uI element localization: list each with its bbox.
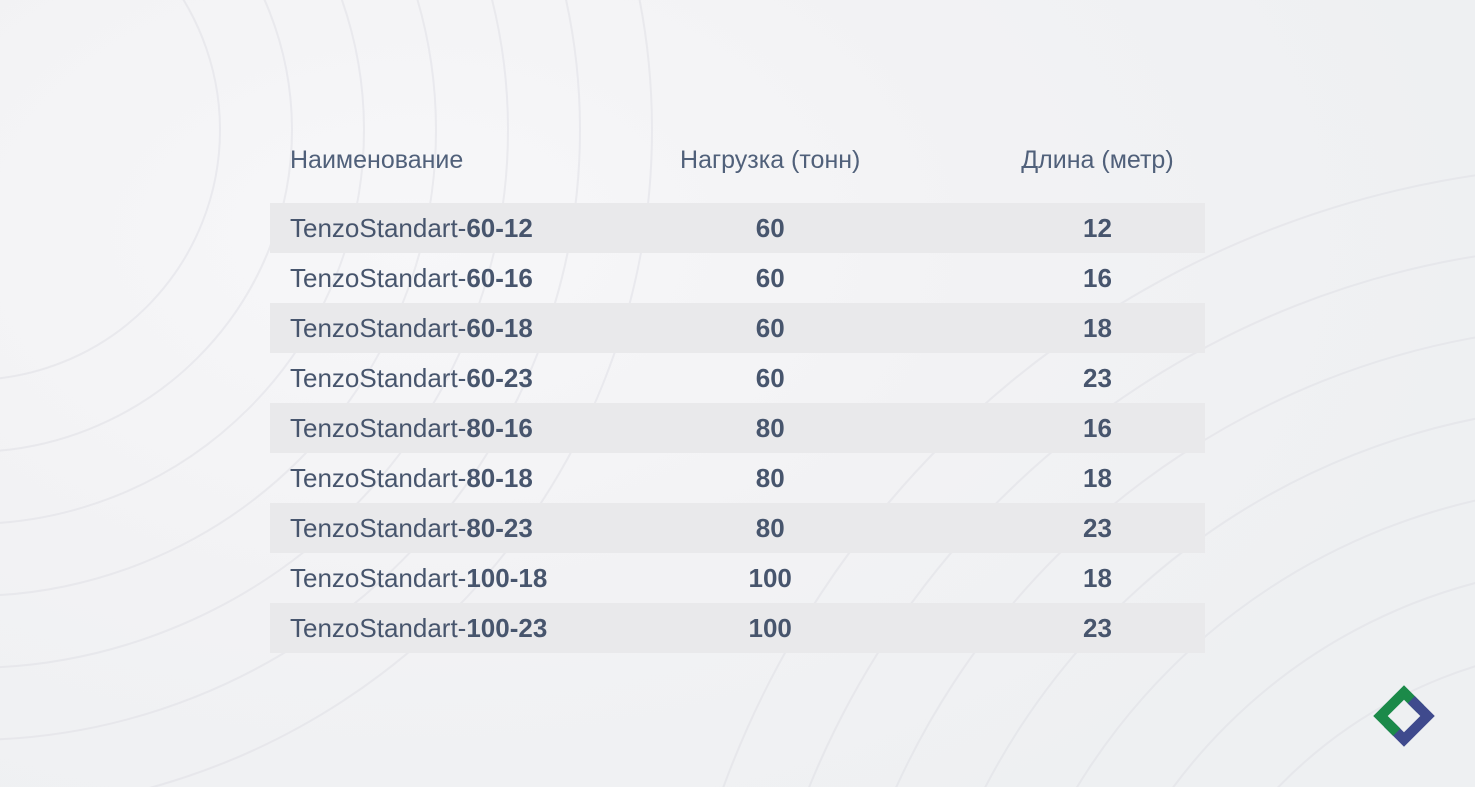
product-name-code: 80-16 — [466, 412, 533, 443]
length-value: 16 — [1083, 262, 1112, 293]
product-name-prefix: TenzoStandart- — [290, 562, 467, 593]
load-value: 60 — [755, 312, 785, 343]
length-value: 23 — [1083, 512, 1112, 543]
interlocked-chain-logo-icon — [1373, 685, 1435, 747]
product-name: TenzoStandart-80-23 — [270, 513, 551, 544]
length-value: 18 — [1083, 562, 1112, 593]
header-load: Нагрузка (тонн) — [680, 145, 861, 174]
product-name-code: 100-23 — [466, 612, 548, 643]
product-name: TenzoStandart-60-18 — [270, 313, 551, 344]
product-name-code: 60-23 — [466, 362, 533, 393]
table-row: TenzoStandart-100-18 100 18 — [270, 553, 1205, 603]
logo-navy-link — [1384, 696, 1435, 747]
product-name: TenzoStandart-60-12 — [270, 213, 551, 244]
product-name-code: 100-18 — [466, 562, 548, 593]
product-name-code: 80-18 — [466, 462, 533, 493]
load-value: 100 — [748, 612, 792, 643]
product-name-prefix: TenzoStandart- — [290, 412, 467, 443]
length-value: 23 — [1083, 362, 1112, 393]
length-value: 16 — [1083, 412, 1112, 443]
product-name: TenzoStandart-80-18 — [270, 463, 551, 494]
product-table: Наименование Нагрузка (тонн) Длина (метр… — [270, 135, 1205, 653]
logo-weave-patch — [1384, 719, 1401, 736]
load-value: 100 — [748, 562, 792, 593]
load-value: 60 — [755, 362, 785, 393]
length-value: 23 — [1083, 612, 1112, 643]
length-value: 12 — [1083, 212, 1112, 243]
table-row: TenzoStandart-100-23 100 23 — [270, 603, 1205, 653]
product-name-code: 80-23 — [466, 512, 533, 543]
product-name: TenzoStandart-60-16 — [270, 263, 551, 294]
load-value: 80 — [755, 462, 785, 493]
table-row: TenzoStandart-80-18 80 18 — [270, 453, 1205, 503]
table-row: TenzoStandart-60-18 60 18 — [270, 303, 1205, 353]
product-name-code: 60-16 — [466, 262, 533, 293]
table-row: TenzoStandart-60-12 60 12 — [270, 203, 1205, 253]
load-value: 60 — [755, 212, 785, 243]
logo-green-link — [1373, 685, 1424, 736]
product-name-prefix: TenzoStandart- — [290, 212, 467, 243]
product-name-prefix: TenzoStandart- — [290, 262, 467, 293]
load-value: 80 — [755, 412, 785, 443]
product-name-prefix: TenzoStandart- — [290, 462, 467, 493]
load-value: 80 — [755, 512, 785, 543]
header-name: Наименование — [290, 145, 464, 174]
table-row: TenzoStandart-80-16 80 16 — [270, 403, 1205, 453]
table-row: TenzoStandart-60-16 60 16 — [270, 253, 1205, 303]
product-name-prefix: TenzoStandart- — [290, 512, 467, 543]
product-name: TenzoStandart-60-23 — [270, 363, 551, 394]
product-name-prefix: TenzoStandart- — [290, 362, 467, 393]
product-name: TenzoStandart-100-23 — [270, 613, 551, 644]
product-name: TenzoStandart-80-16 — [270, 413, 551, 444]
product-name-prefix: TenzoStandart- — [290, 612, 467, 643]
load-value: 60 — [755, 262, 785, 293]
table-row: TenzoStandart-60-23 60 23 — [270, 353, 1205, 403]
length-value: 18 — [1083, 462, 1112, 493]
table-row: TenzoStandart-80-23 80 23 — [270, 503, 1205, 553]
product-name: TenzoStandart-100-18 — [270, 563, 551, 594]
product-name-code: 60-18 — [466, 312, 533, 343]
product-name-prefix: TenzoStandart- — [290, 312, 467, 343]
header-length: Длина (метр) — [1021, 145, 1174, 174]
table-header-row: Наименование Нагрузка (тонн) Длина (метр… — [270, 135, 1205, 185]
product-name-code: 60-12 — [466, 212, 533, 243]
length-value: 18 — [1083, 312, 1112, 343]
